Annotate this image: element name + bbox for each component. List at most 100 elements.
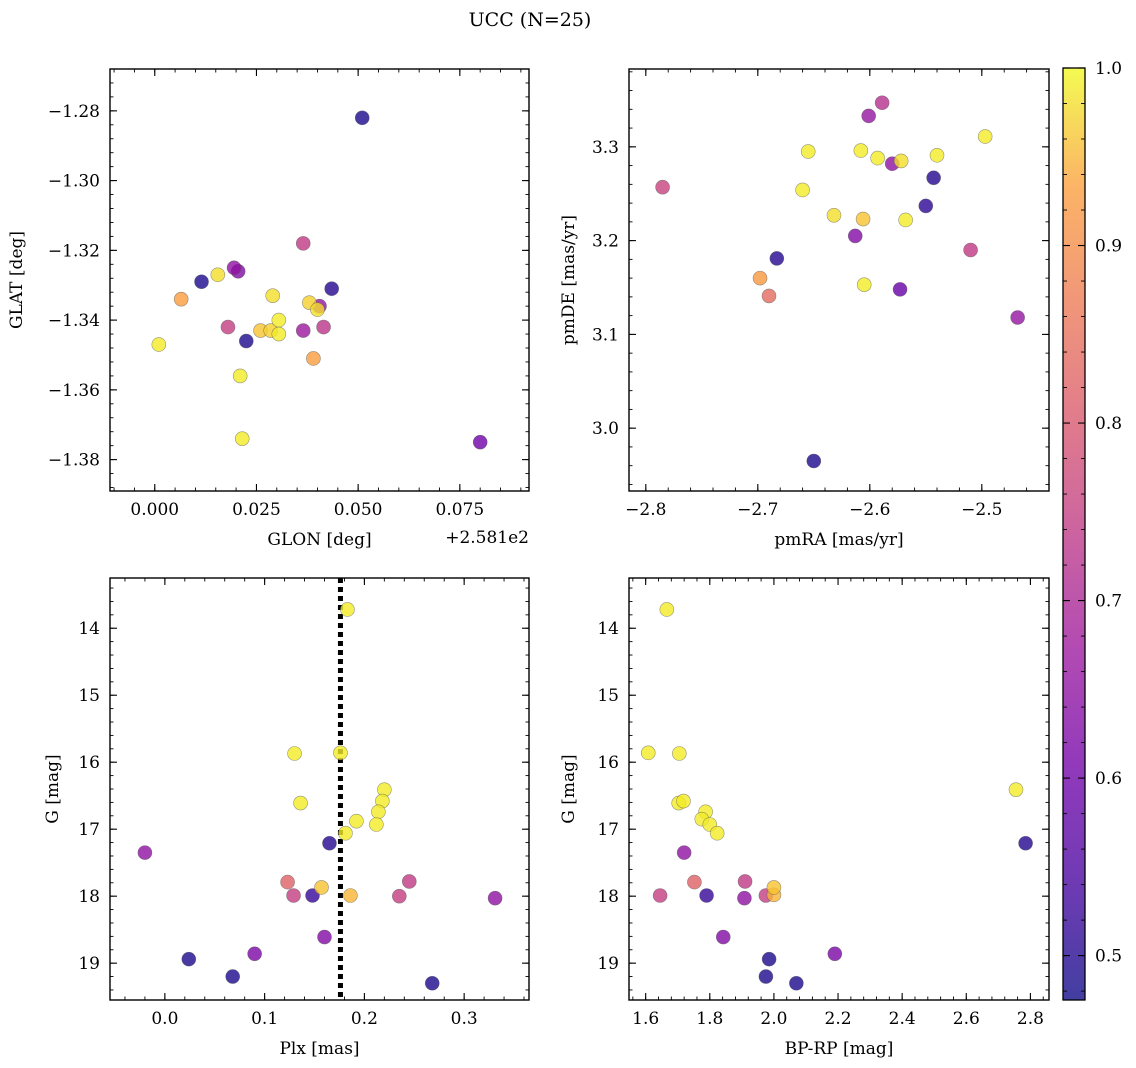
scatter-point bbox=[672, 746, 687, 761]
scatter-point bbox=[349, 813, 364, 829]
x-tick-label: 0.000 bbox=[130, 500, 179, 520]
scatter-point bbox=[699, 888, 714, 903]
scatter-point bbox=[977, 129, 993, 144]
scatter-point bbox=[893, 153, 909, 169]
scatter-point bbox=[371, 804, 386, 820]
scatter-point bbox=[424, 975, 440, 991]
y-tick-label: 15 bbox=[78, 686, 100, 706]
x-tick-label: 0.0 bbox=[151, 1009, 178, 1029]
scatter-point bbox=[758, 969, 774, 984]
y-axis-label: G [mag] bbox=[559, 754, 579, 823]
y-tick-label: 18 bbox=[78, 887, 100, 907]
scatter-point bbox=[137, 845, 153, 860]
colorbar-gradient bbox=[1063, 68, 1085, 1000]
y-tick-label: 16 bbox=[597, 753, 619, 773]
colorbar-tick-label: 0.8 bbox=[1095, 414, 1122, 434]
x-offset-label: +2.581e2 bbox=[445, 528, 529, 548]
scatter-point bbox=[287, 746, 302, 761]
x-axis-label: pmRA [mas/yr] bbox=[774, 530, 903, 550]
scatter-point bbox=[827, 946, 843, 962]
scatter-point bbox=[151, 337, 167, 352]
scatter-point bbox=[676, 845, 692, 860]
x-tick-label: 0.3 bbox=[451, 1009, 478, 1029]
x-axis-label: GLON [deg] bbox=[267, 530, 371, 550]
y-axis-label: pmDE [mas/yr] bbox=[559, 215, 579, 345]
scatter-point bbox=[401, 874, 417, 889]
y-tick-label: 17 bbox=[597, 820, 619, 840]
scatter-point bbox=[892, 282, 908, 297]
x-tick-label: 2.4 bbox=[889, 1009, 916, 1029]
axes-frame bbox=[628, 68, 1050, 492]
scatter-point bbox=[340, 602, 355, 617]
scatter-point bbox=[856, 277, 872, 292]
colorbar-tick-label: 0.9 bbox=[1095, 237, 1122, 257]
scatter-point bbox=[310, 302, 325, 317]
x-tick-label: 0.025 bbox=[232, 500, 281, 520]
scatter-point bbox=[234, 431, 250, 446]
x-tick-label: −2.7 bbox=[737, 500, 778, 520]
y-tick-label: 3.1 bbox=[592, 325, 619, 345]
scatter-point bbox=[769, 251, 785, 266]
scatter-point bbox=[354, 110, 370, 126]
x-tick-label: −2.8 bbox=[625, 500, 666, 520]
scatter-point bbox=[173, 291, 189, 307]
scatter-point bbox=[715, 929, 731, 945]
x-tick-label: 2.0 bbox=[760, 1009, 787, 1029]
scatter-point bbox=[210, 267, 226, 283]
scatter-point bbox=[789, 975, 804, 991]
scatter-point bbox=[652, 888, 668, 903]
scatter-point bbox=[874, 95, 890, 111]
scatter-point bbox=[293, 795, 308, 811]
y-tick-label: 14 bbox=[78, 619, 100, 639]
scatter-point bbox=[929, 147, 945, 163]
scatter-point bbox=[737, 874, 753, 889]
scatter-point bbox=[392, 888, 407, 904]
scatter-point bbox=[472, 434, 488, 450]
y-tick-label: 19 bbox=[597, 954, 619, 974]
y-tick-label: 17 bbox=[78, 820, 100, 840]
y-axis-label: GLAT [deg] bbox=[7, 231, 27, 329]
scatter-point bbox=[295, 323, 311, 338]
figure-title: UCC (N=25) bbox=[469, 9, 592, 31]
x-tick-label: 2.6 bbox=[953, 1009, 980, 1029]
scatter-point bbox=[752, 270, 768, 286]
scatter-point bbox=[655, 179, 670, 195]
scatter-point bbox=[1018, 835, 1033, 851]
scatter-point bbox=[322, 835, 337, 851]
y-tick-label: 3.0 bbox=[592, 419, 619, 439]
scatter-point bbox=[487, 890, 503, 906]
y-tick-label: 3.2 bbox=[592, 232, 619, 252]
axes-frame bbox=[109, 577, 530, 1001]
y-axis-label: G [mag] bbox=[43, 754, 63, 823]
panel-bprp-g: 1.6 1.8 2.0 2.2 2.4 2.6 2.8 14 15 16 17 18 19 BP-RP [… bbox=[559, 577, 1050, 1059]
scatter-point bbox=[1008, 782, 1024, 797]
scatter-point bbox=[1010, 310, 1025, 325]
scatter-point bbox=[761, 288, 777, 304]
scatter-point bbox=[265, 288, 281, 303]
x-tick-label: −2.6 bbox=[849, 500, 890, 520]
x-tick-label: 0.2 bbox=[351, 1009, 378, 1029]
scatter-point bbox=[640, 745, 656, 761]
scatter-point bbox=[918, 198, 934, 214]
colorbar-frame bbox=[1062, 67, 1086, 1001]
scatter-point bbox=[709, 825, 725, 841]
x-tick-label: 0.1 bbox=[251, 1009, 278, 1029]
scatter-point bbox=[926, 170, 941, 186]
scatter-point bbox=[687, 874, 702, 890]
scatter-point bbox=[324, 281, 340, 297]
axes-frame bbox=[628, 577, 1050, 1001]
scatter-point bbox=[847, 228, 863, 244]
panel-glon-glat: 0.000 0.025 0.050 0.075 −1.28 −1.30 −1.32 −1.34… bbox=[7, 68, 530, 550]
scatter-point bbox=[181, 951, 197, 967]
scatter-point bbox=[659, 602, 675, 617]
scatter-point bbox=[194, 274, 209, 290]
y-tick-label: 14 bbox=[597, 619, 619, 639]
scatter-point bbox=[963, 242, 978, 258]
y-tick-label: 19 bbox=[78, 954, 100, 974]
colorbar-tick-label: 0.7 bbox=[1095, 592, 1122, 612]
y-tick-label: 18 bbox=[597, 887, 619, 907]
y-tick-label: −1.36 bbox=[48, 381, 100, 401]
y-tick-label: 3.3 bbox=[592, 138, 619, 158]
x-tick-label: 2.8 bbox=[1017, 1009, 1044, 1029]
